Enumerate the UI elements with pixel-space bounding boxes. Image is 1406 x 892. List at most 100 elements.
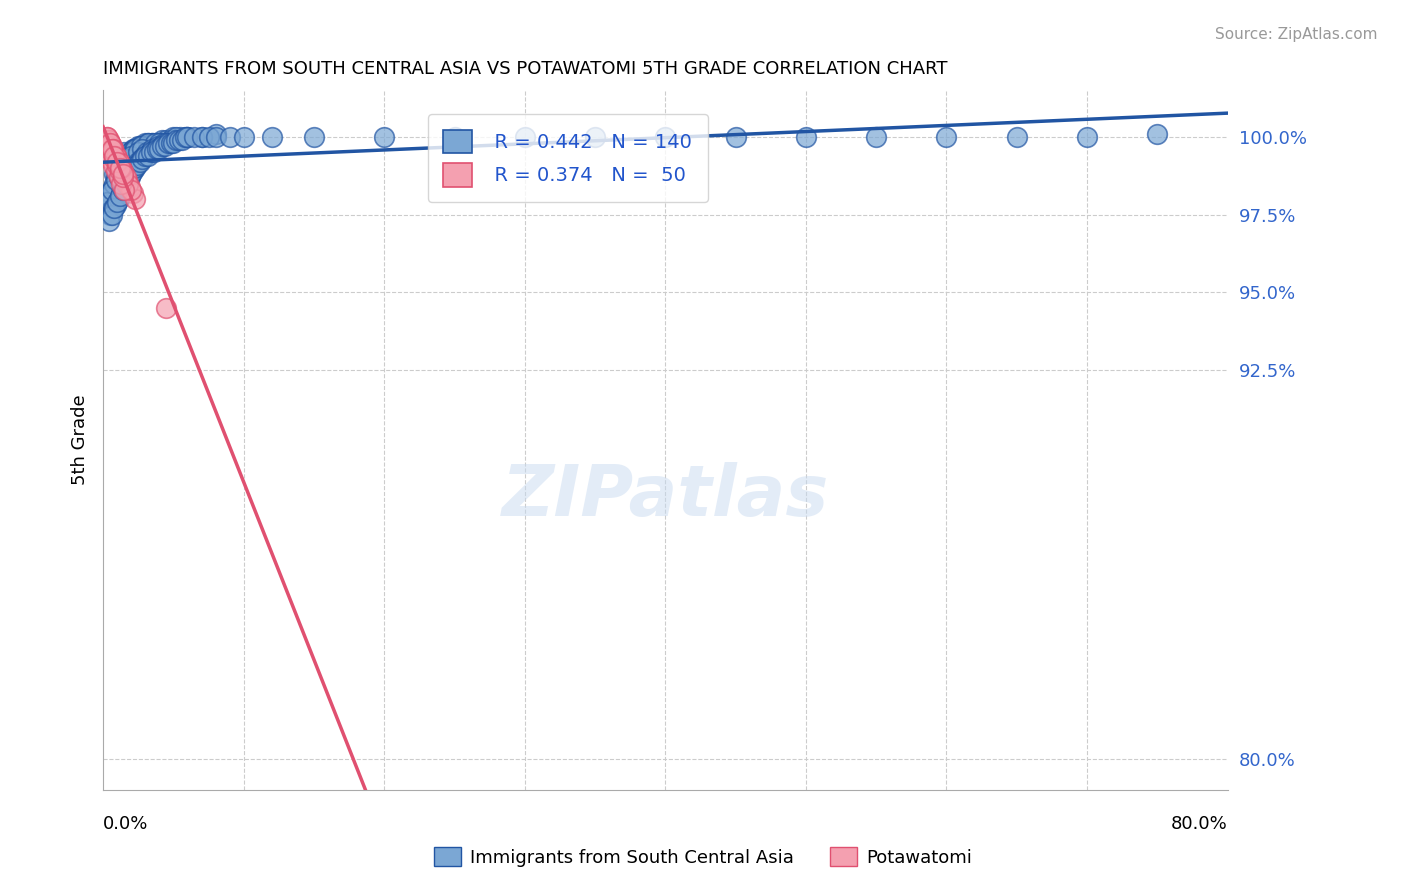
Point <box>232 129 254 144</box>
Point <box>141 136 163 150</box>
Point <box>103 152 125 166</box>
Point <box>101 142 124 156</box>
Point <box>114 177 136 191</box>
Point <box>115 173 138 187</box>
Point <box>107 154 129 169</box>
Point <box>112 145 135 160</box>
Point <box>104 148 127 162</box>
Point <box>204 129 226 144</box>
Point <box>165 133 187 147</box>
Point <box>149 139 172 153</box>
Text: 80.0%: 80.0% <box>1171 815 1227 833</box>
Point <box>125 158 148 172</box>
Point <box>107 154 129 169</box>
Point <box>100 145 122 160</box>
Point <box>131 139 153 153</box>
Point <box>134 148 156 162</box>
Point <box>111 170 134 185</box>
Point <box>204 127 226 141</box>
Point <box>112 164 135 178</box>
Point <box>1146 127 1168 141</box>
Point <box>120 167 142 181</box>
Point <box>107 170 129 185</box>
Point <box>865 129 887 144</box>
Point <box>143 142 166 156</box>
Point <box>654 129 676 144</box>
Point <box>108 189 131 203</box>
Point <box>115 177 138 191</box>
Point <box>120 145 142 160</box>
Point <box>139 145 162 160</box>
Point <box>112 167 135 181</box>
Point <box>98 208 121 222</box>
Point <box>129 152 152 166</box>
Point <box>111 158 134 172</box>
Point <box>124 161 146 175</box>
Point <box>105 195 128 210</box>
Point <box>117 177 139 191</box>
Point <box>107 192 129 206</box>
Point <box>108 161 131 175</box>
Point <box>176 129 198 144</box>
Point <box>132 148 155 162</box>
Point <box>105 152 128 166</box>
Point <box>155 301 177 315</box>
Point <box>170 133 193 147</box>
Point <box>96 129 118 144</box>
Point <box>114 148 136 162</box>
Point <box>110 177 132 191</box>
Point <box>118 145 141 160</box>
Point <box>117 152 139 166</box>
Point <box>190 129 212 144</box>
Point <box>218 129 240 144</box>
Point <box>97 189 120 203</box>
Point <box>97 214 120 228</box>
Point <box>111 164 134 178</box>
Point <box>101 142 124 156</box>
Point <box>97 133 120 147</box>
Point <box>117 173 139 187</box>
Point <box>103 202 125 216</box>
Point <box>110 161 132 175</box>
Point <box>143 136 166 150</box>
Point <box>513 129 536 144</box>
Point <box>197 129 219 144</box>
Point <box>120 183 142 197</box>
Point <box>122 161 145 175</box>
Point <box>120 148 142 162</box>
Point <box>176 129 198 144</box>
Point <box>98 136 121 150</box>
Point <box>121 186 143 200</box>
Point <box>145 136 167 150</box>
Point <box>165 129 187 144</box>
Point <box>104 164 127 178</box>
Point <box>134 136 156 150</box>
Point <box>98 136 121 150</box>
Point <box>112 154 135 169</box>
Point <box>173 129 195 144</box>
Text: 0.0%: 0.0% <box>103 815 149 833</box>
Point <box>103 177 125 191</box>
Point <box>162 129 184 144</box>
Point <box>138 145 160 160</box>
Point <box>583 129 606 144</box>
Point <box>127 154 149 169</box>
Point <box>443 129 465 144</box>
Point <box>302 129 325 144</box>
Point <box>110 167 132 181</box>
Point <box>111 161 134 175</box>
Point <box>176 129 198 144</box>
Point <box>131 152 153 166</box>
Point <box>152 136 174 150</box>
Point <box>107 154 129 169</box>
Point <box>111 167 134 181</box>
Point <box>148 136 170 150</box>
Point <box>155 136 177 150</box>
Point <box>134 139 156 153</box>
Point <box>100 139 122 153</box>
Point <box>724 129 747 144</box>
Point <box>150 133 173 147</box>
Point <box>1076 129 1098 144</box>
Point <box>141 136 163 150</box>
Point <box>96 129 118 144</box>
